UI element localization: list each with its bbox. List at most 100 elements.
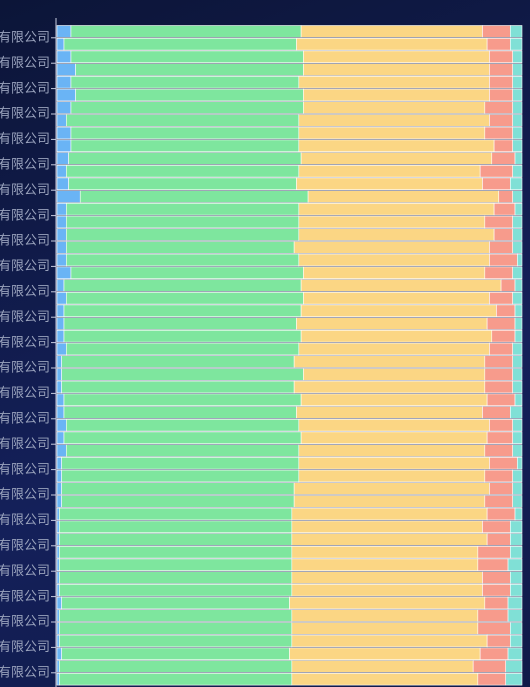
bar-segment bbox=[512, 469, 523, 483]
bar-segment bbox=[56, 114, 67, 127]
bar-segment bbox=[512, 418, 523, 432]
bar-segment bbox=[477, 545, 511, 559]
bar-segment bbox=[56, 101, 72, 114]
y-tick-label: 有限公司 bbox=[0, 640, 50, 655]
bar-segment bbox=[489, 50, 514, 64]
bar-segment bbox=[303, 101, 486, 114]
bar-segment bbox=[59, 660, 293, 673]
bar-segment bbox=[296, 317, 488, 330]
bar-segment bbox=[61, 596, 290, 610]
bar-segment bbox=[298, 139, 495, 152]
bar-segment bbox=[489, 418, 514, 432]
bar-segment bbox=[56, 266, 72, 279]
bar-segment bbox=[486, 634, 511, 648]
bar-segment bbox=[70, 76, 300, 89]
bar-segment bbox=[56, 355, 62, 368]
bar-segment bbox=[489, 63, 514, 76]
bar-segment bbox=[66, 228, 300, 241]
bar-segment bbox=[61, 482, 295, 495]
bar-segment bbox=[75, 63, 304, 76]
y-tick-label: 有限公司 bbox=[0, 361, 50, 376]
bar-segment bbox=[56, 418, 67, 432]
bar-segment bbox=[56, 253, 67, 267]
bar-segment bbox=[56, 634, 60, 648]
bar-segment bbox=[486, 431, 514, 444]
bar-segment bbox=[66, 291, 304, 305]
bar-segment bbox=[303, 88, 490, 102]
bar-segment bbox=[61, 368, 304, 381]
bar-segment bbox=[56, 482, 62, 495]
bar-segment bbox=[482, 583, 511, 597]
bar-segment bbox=[63, 329, 302, 343]
bar-segment bbox=[291, 660, 474, 673]
bar-segment bbox=[66, 342, 300, 356]
bar-segment bbox=[489, 291, 514, 305]
bar-segment bbox=[298, 342, 490, 356]
bar-segment bbox=[493, 139, 514, 152]
bar-segment bbox=[510, 571, 523, 584]
bar-segment bbox=[293, 380, 486, 394]
bar-segment bbox=[477, 609, 509, 622]
bar-segment bbox=[63, 37, 297, 51]
bar-segment bbox=[56, 215, 67, 229]
bar-segment bbox=[510, 520, 523, 534]
bar-segment bbox=[298, 203, 495, 216]
bar-segment bbox=[56, 444, 67, 457]
bar-segment bbox=[507, 558, 523, 572]
bar-segment bbox=[61, 355, 295, 368]
y-tick-label: 有限公司 bbox=[0, 513, 50, 528]
bar-segment bbox=[510, 37, 523, 51]
bar-segment bbox=[489, 342, 514, 356]
y-tick-label: 有限公司 bbox=[0, 412, 50, 427]
bar-segment bbox=[56, 76, 72, 89]
bar-segment bbox=[300, 431, 488, 444]
bar-segment bbox=[56, 88, 76, 102]
bar-segment bbox=[56, 406, 65, 419]
y-tick-label: 有限公司 bbox=[0, 666, 50, 681]
bar-segment bbox=[512, 342, 523, 356]
bar-segment bbox=[59, 583, 293, 597]
bar-segment bbox=[512, 266, 523, 279]
bar-segment bbox=[59, 571, 293, 584]
bar-segment bbox=[512, 126, 523, 140]
bar-segment bbox=[56, 329, 65, 343]
bar-segment bbox=[56, 241, 67, 254]
bar-segment bbox=[477, 558, 509, 572]
bar-segment bbox=[56, 672, 60, 686]
bar-segment bbox=[300, 393, 488, 406]
bar-segment bbox=[298, 456, 490, 470]
bar-segment bbox=[291, 558, 479, 572]
bar-segment bbox=[298, 444, 486, 457]
bar-segment bbox=[61, 469, 300, 483]
bar-segment bbox=[63, 406, 297, 419]
y-tick-label: 有限公司 bbox=[0, 285, 50, 300]
bar-segment bbox=[56, 507, 60, 521]
y-tick-label: 有限公司 bbox=[0, 107, 50, 122]
bar-segment bbox=[512, 444, 523, 457]
bar-segment bbox=[79, 190, 309, 203]
bar-segment bbox=[61, 647, 290, 661]
bar-segment bbox=[512, 50, 523, 64]
bar-segment bbox=[56, 609, 60, 622]
bar-segment bbox=[514, 507, 523, 521]
bar-segment bbox=[68, 152, 302, 165]
bar-segment bbox=[303, 266, 486, 279]
y-tick-label: 有限公司 bbox=[0, 564, 50, 579]
bar-segment bbox=[486, 37, 511, 51]
bar-segment bbox=[56, 520, 60, 534]
y-tick-label: 有限公司 bbox=[0, 462, 50, 477]
bar-segment bbox=[498, 190, 513, 203]
bar-segment bbox=[472, 660, 507, 673]
bar-segment bbox=[484, 215, 513, 229]
bar-segment bbox=[296, 177, 483, 190]
bar-segment bbox=[510, 177, 523, 190]
bar-segment bbox=[298, 228, 495, 241]
bar-segment bbox=[486, 533, 511, 546]
bar-segment bbox=[479, 647, 509, 661]
bar-segment bbox=[59, 672, 293, 686]
y-tick-label: 有限公司 bbox=[0, 615, 50, 630]
bar-segment bbox=[514, 317, 523, 330]
bar-segment bbox=[75, 88, 304, 102]
bar-segment bbox=[493, 203, 516, 216]
bar-segment bbox=[56, 469, 62, 483]
